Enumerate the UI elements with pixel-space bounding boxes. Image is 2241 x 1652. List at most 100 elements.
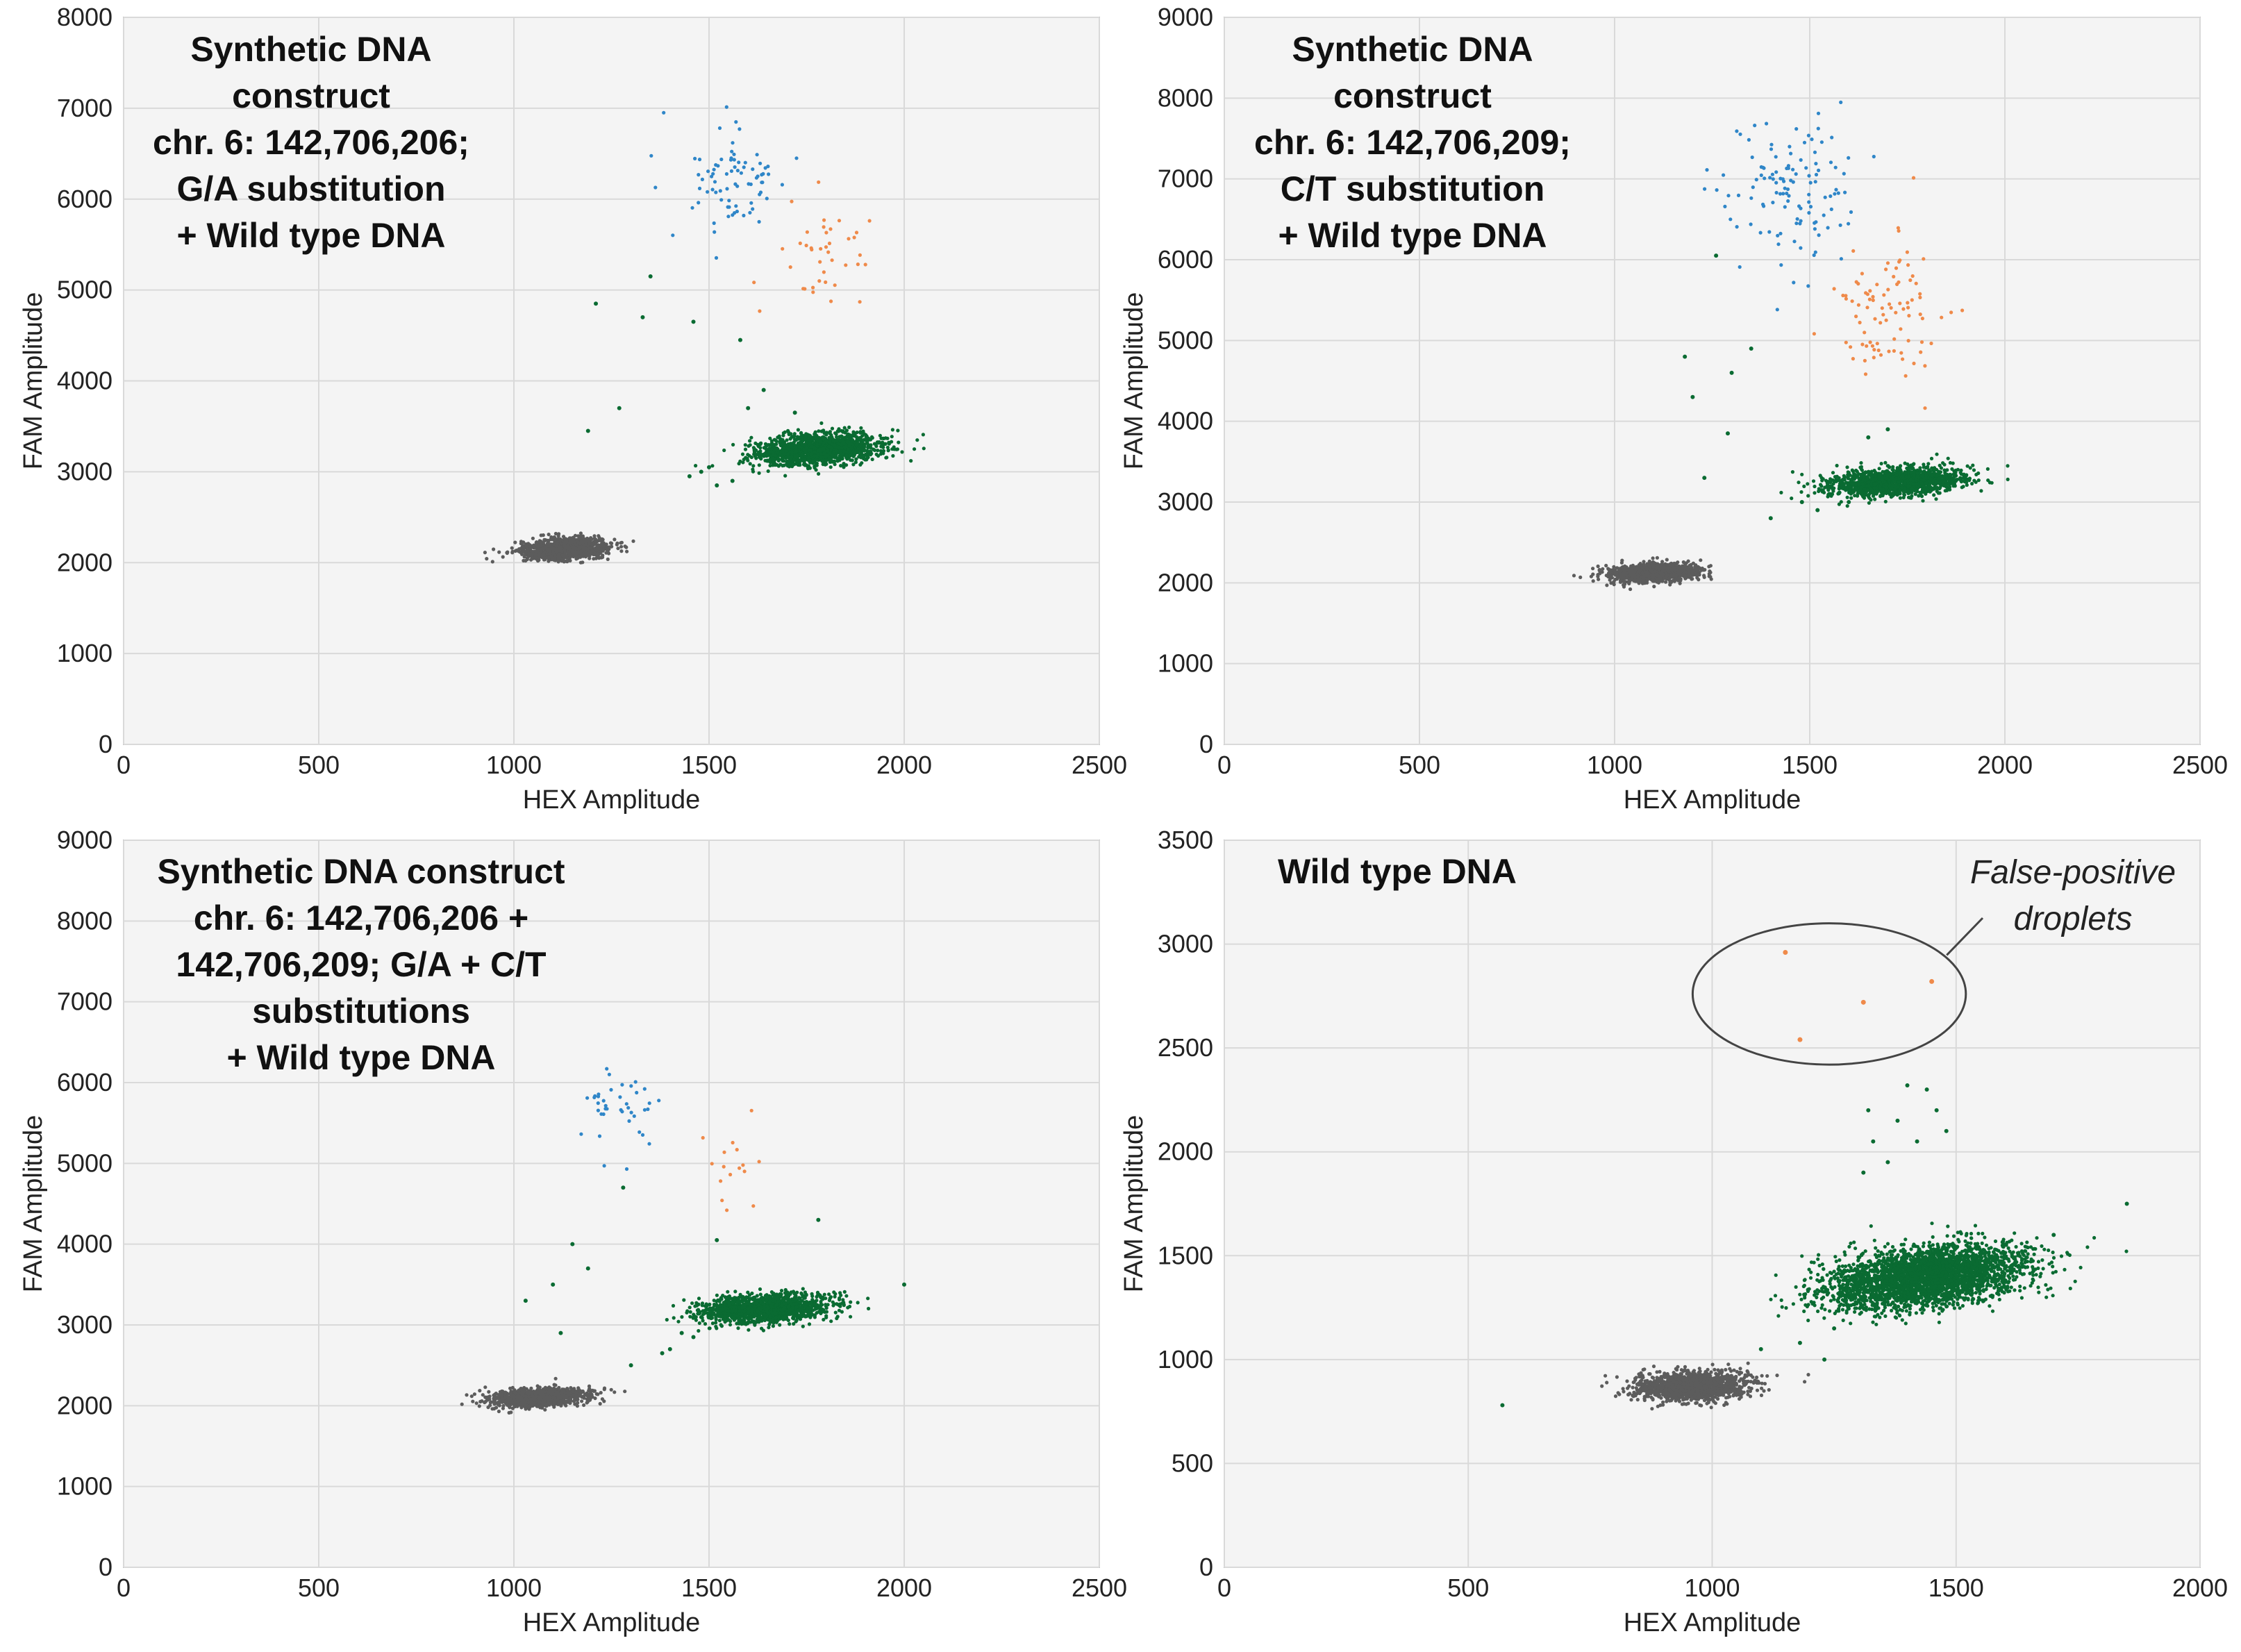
droplet-point [553,531,558,536]
droplet-point [734,204,738,208]
droplet-point [822,225,826,229]
droplet-point [749,455,753,460]
droplet-point [1938,463,1942,468]
x-tick-label: 2000 [1977,751,2033,779]
droplet-point [1659,579,1663,583]
droplet-point [735,184,740,188]
droplet-point [1871,494,1876,498]
droplet-point [844,450,849,454]
droplet-point [1622,568,1626,572]
droplet-point [751,167,755,172]
droplet-point [1664,580,1668,584]
droplet-point [749,435,753,440]
droplet-point [765,452,769,456]
droplet-point [585,553,590,558]
droplet-point [842,444,847,449]
droplet-point [790,455,794,460]
droplet-point [837,427,841,431]
droplet-point [549,537,553,541]
droplet-point [578,542,582,546]
droplet-point [610,544,614,549]
droplet-point [615,541,619,546]
droplet-points [483,105,926,565]
droplet-point [713,180,717,184]
y-tick-label: 7000 [1158,165,1213,193]
droplet-point [597,556,601,560]
droplet-point [724,172,728,176]
droplet-point [847,425,851,430]
droplet-point [600,540,604,544]
droplet-point [581,534,585,538]
x-tick-label: 500 [1399,751,1440,779]
droplet-point [1695,569,1699,573]
droplet-point [1678,569,1682,573]
droplet-point [548,550,552,554]
droplet-point [792,462,796,467]
droplet-point [537,556,542,560]
droplet-point [824,231,828,235]
droplet-point [824,245,828,249]
y-axis-label: FAM Amplitude [1119,292,1149,470]
droplet-point [758,446,763,450]
droplet-point [697,173,701,177]
droplet-point [860,461,864,465]
droplet-point [885,445,890,449]
droplet-point [608,541,613,545]
droplet-point [1818,474,1822,478]
droplet-point [922,447,926,451]
droplet-point [842,426,847,430]
droplet-point [740,452,745,456]
y-tick-label: 8000 [1158,83,1213,112]
droplet-point [619,544,624,549]
droplet-point [833,431,838,435]
droplet-point [1676,560,1680,565]
droplet-point [788,265,792,269]
droplet-point [601,548,606,552]
droplet-point [757,471,761,475]
droplet-point [897,440,901,444]
droplet-point [1929,456,1934,461]
droplet-point [1591,567,1595,571]
droplet-point [863,437,867,442]
droplet-point [584,542,588,547]
droplet-point [528,547,533,551]
droplet-point [1578,575,1583,580]
y-tick-label: 4000 [57,367,113,395]
droplet-point [522,540,526,544]
droplet-point [827,444,831,449]
droplet-point [649,153,653,158]
droplet-point [881,440,885,444]
droplet-point [719,157,724,162]
droplet-point [594,301,599,306]
droplet-point [830,258,834,262]
droplet-point [513,540,517,544]
droplet-point [866,443,870,447]
droplet-point [841,430,845,434]
droplet-point [730,149,734,153]
droplet-point [1627,581,1631,586]
droplet-point [869,446,873,450]
droplet-point [821,462,825,467]
droplet-point [858,430,863,434]
droplet-point [778,462,783,467]
annotation-line: + Wild type DNA [176,216,445,255]
droplet-point [1686,559,1690,563]
droplet-point [735,209,739,214]
droplet-point [844,263,848,267]
droplet-point [1813,491,1817,495]
x-tick-label: 1000 [1587,751,1642,779]
droplet-point [1800,472,1804,476]
droplet-point [753,441,758,446]
droplet-point [1681,566,1685,570]
droplet-point [730,478,735,483]
droplet-point [1608,578,1612,582]
droplet-point [571,540,575,544]
droplet-point [544,538,548,542]
droplet-point [601,553,605,558]
droplet-point [804,446,808,450]
droplet-point [737,160,741,165]
droplet-point [697,186,702,190]
droplet-point [849,434,853,438]
droplet-point [542,558,547,562]
y-tick-label: 3000 [57,457,113,485]
